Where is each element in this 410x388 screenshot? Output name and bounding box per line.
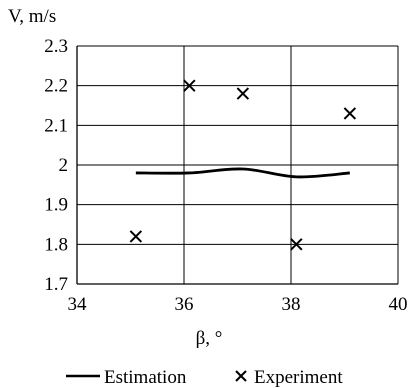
experiment-point-stroke <box>183 79 196 92</box>
series-experiment <box>129 79 357 251</box>
experiment-point-stroke <box>236 87 250 100</box>
legend-estimation-label: Estimation <box>104 367 187 388</box>
x-tick-label: 36 <box>175 294 194 315</box>
legend-experiment-label: Experiment <box>254 367 343 388</box>
experiment-point-stroke <box>343 107 357 120</box>
experiment-point <box>129 230 143 243</box>
experiment-point <box>183 79 196 92</box>
grid <box>76 45 399 285</box>
y-axis-label: V, m/s <box>8 6 56 27</box>
legend: Estimation Experiment <box>66 367 343 388</box>
axes <box>76 46 398 285</box>
y-tick-label: 2 <box>59 155 69 176</box>
experiment-point-stroke <box>290 238 303 251</box>
y-tick-label: 2.1 <box>44 115 68 136</box>
x-tick-label: 38 <box>282 294 301 315</box>
estimation-line <box>135 167 350 179</box>
y-tick-label: 2.3 <box>44 36 68 57</box>
experiment-point <box>343 107 357 120</box>
y-tick-label: 2.2 <box>44 76 68 97</box>
experiment-point <box>290 238 303 251</box>
x-tick-label: 34 <box>68 294 88 315</box>
y-tick-label: 1.9 <box>44 195 68 216</box>
legend-experiment-marker <box>235 370 247 382</box>
x-tick-label: 40 <box>389 294 408 315</box>
y-tick-label: 1.7 <box>44 274 68 295</box>
y-tick-label: 1.8 <box>44 234 68 255</box>
x-tick-labels: 34 36 38 40 <box>68 294 408 315</box>
y-tick-labels: 1.7 1.8 1.9 2 2.1 2.2 2.3 <box>44 36 68 295</box>
x-axis-label: β, ° <box>196 328 223 349</box>
experiment-point-stroke <box>129 230 143 243</box>
experiment-point <box>236 87 250 100</box>
series-estimation <box>135 167 350 179</box>
